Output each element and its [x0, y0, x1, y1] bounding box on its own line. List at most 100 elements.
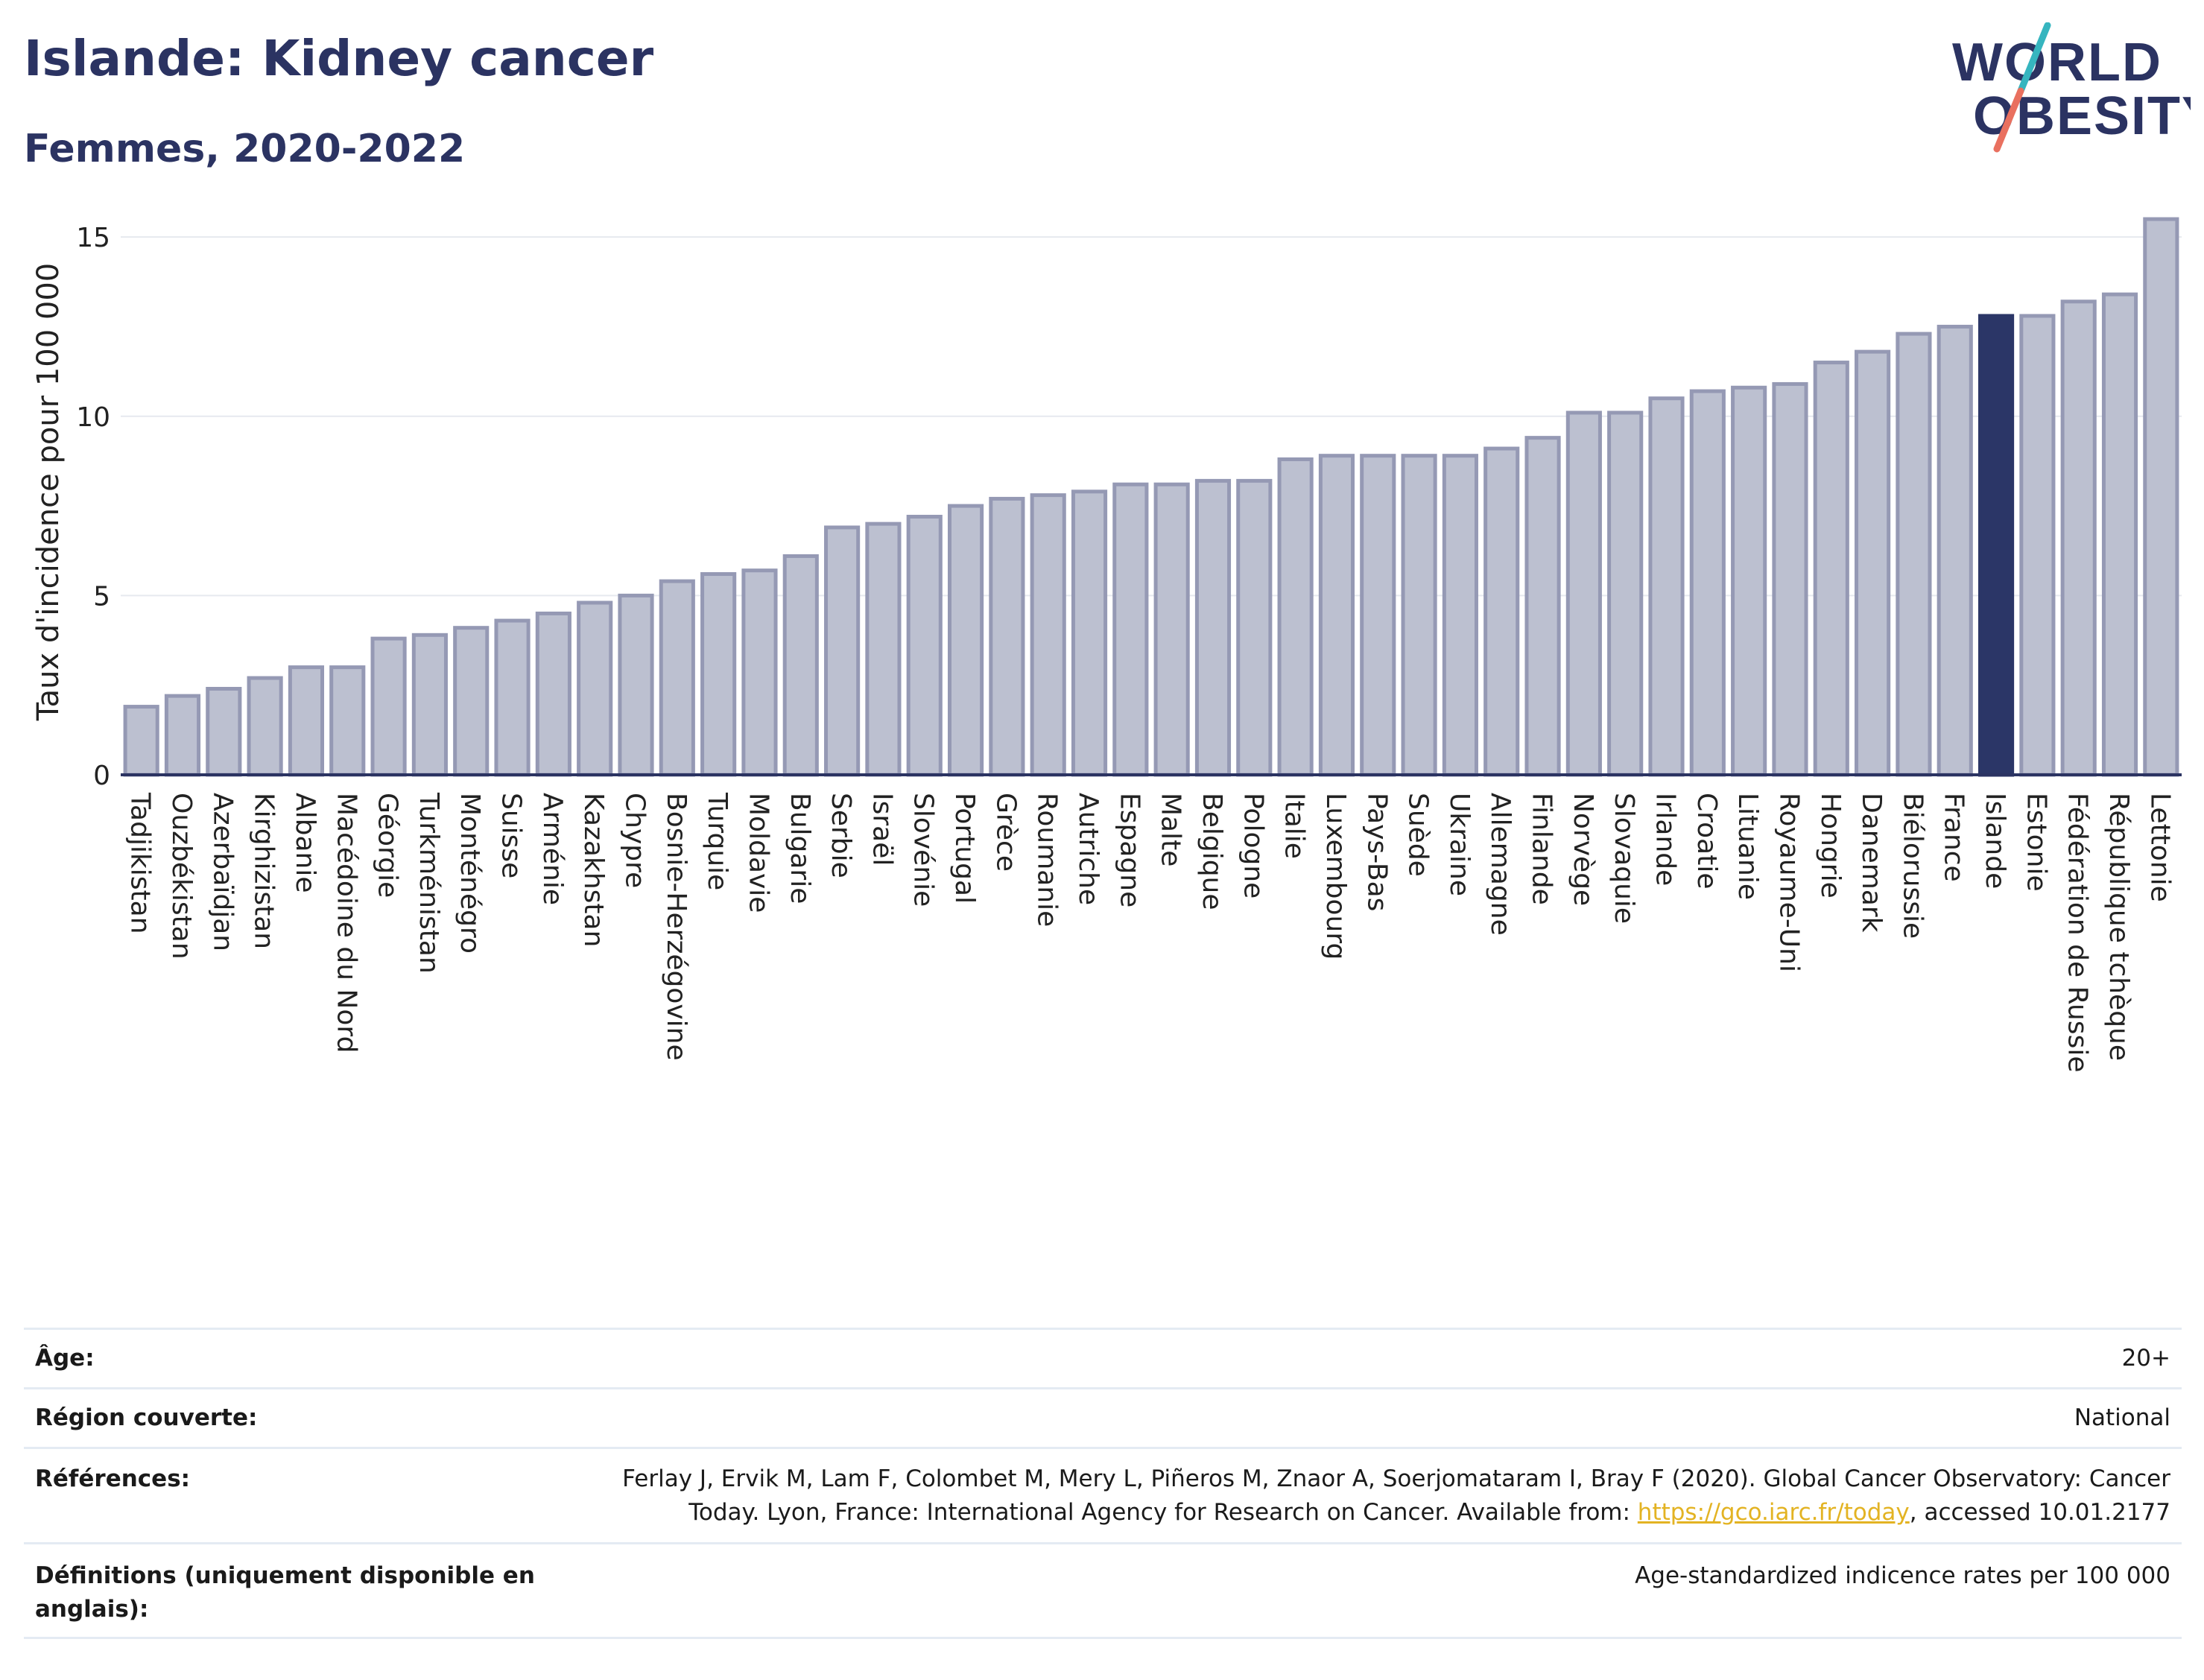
bar [2101, 292, 2138, 777]
bar [1277, 457, 1314, 777]
x-tick-label: Islande [1980, 793, 2010, 889]
x-tick-label: Moldavie [743, 793, 773, 913]
bar [288, 665, 325, 777]
x-tick-label: Ukraine [1444, 793, 1475, 896]
bar [1360, 454, 1396, 777]
x-tick-label: Arménie [537, 793, 568, 905]
bar [577, 600, 613, 777]
bar [1194, 478, 1232, 777]
bar [947, 504, 984, 777]
bar [494, 618, 531, 777]
bar [1937, 324, 1973, 777]
bar [1236, 478, 1273, 777]
x-tick-label: Bosnie-Herzégovine [661, 793, 691, 1061]
bar [1648, 396, 1685, 777]
x-tick-label: Géorgie [373, 793, 403, 898]
bar [741, 568, 778, 777]
bar [370, 636, 407, 777]
x-tick-label: Autriche [1073, 793, 1103, 905]
x-tick-label: Hongrie [1815, 793, 1846, 898]
x-tick-label: Pologne [1238, 793, 1268, 898]
bar [1112, 482, 1149, 777]
bar [123, 705, 159, 777]
bar [535, 611, 571, 777]
info-row-region: Région couverte: National [24, 1387, 2182, 1448]
bar [906, 515, 943, 777]
x-tick-label: Estonie [2021, 793, 2051, 892]
x-tick-label: Azerbaïdjan [207, 793, 238, 951]
x-tick-label: Biélorussie [1897, 793, 1928, 939]
bar [453, 626, 490, 777]
region-label: Région couverte: [35, 1404, 258, 1431]
x-tick-label: Slovaquie [1609, 793, 1639, 924]
bar [1442, 454, 1478, 777]
bar [2143, 217, 2179, 777]
bar [1524, 436, 1561, 777]
info-row-age: Âge: 20+ [24, 1328, 2182, 1388]
x-tick-label: Kirghizistan [249, 793, 279, 949]
x-tick-label: Monténégro [455, 793, 485, 954]
bar [1318, 454, 1355, 777]
bar [411, 633, 448, 777]
logo-slash-teal [2017, 22, 2051, 95]
bar [164, 694, 201, 777]
definitions-label: Définitions (uniquement disponible en an… [35, 1562, 535, 1623]
bar [989, 496, 1025, 777]
y-tick-label: 10 [76, 402, 110, 433]
bar [1030, 493, 1066, 777]
bar [1483, 446, 1520, 777]
bar [865, 522, 902, 777]
world-obesity-logo: WORLD OBESITY [1952, 22, 2191, 153]
references-line-1: Ferlay J, Ervik M, Lam F, Colombet M, Me… [622, 1465, 2170, 1492]
bar [206, 687, 242, 777]
bar [1565, 411, 1602, 777]
bar [1772, 381, 1808, 777]
definitions-value: Age-standardized indicence rates per 100… [1635, 1562, 2170, 1589]
x-tick-label: Malte [1156, 793, 1186, 866]
x-tick-label: Tadjikistan [125, 792, 156, 934]
page-subtitle: Femmes, 2020-2022 [24, 127, 466, 171]
x-tick-label: Israël [867, 793, 897, 866]
x-tick-label: Luxembourg [1320, 793, 1351, 960]
y-tick-label: 5 [93, 581, 110, 612]
x-tick-label: Lettonie [2144, 793, 2175, 902]
info-row-references: Références: Ferlay J, Ervik M, Lam F, Co… [24, 1447, 2182, 1543]
references-line-2-prefix: Today. Lyon, France: International Agenc… [688, 1499, 1638, 1526]
x-tick-label: Roumanie [1032, 793, 1063, 927]
x-tick-label: Royaume-Uni [1773, 793, 1804, 972]
bar [1071, 489, 1108, 777]
references-line-2: Today. Lyon, France: International Agenc… [531, 1496, 2170, 1530]
x-tick-label: Macédoine du Nord [331, 793, 361, 1053]
x-tick-label: Portugal [949, 793, 980, 904]
x-tick-label: Fédération de Russie [2062, 793, 2093, 1072]
x-tick-label: France [1939, 793, 1969, 882]
bars-layer [121, 217, 2182, 777]
x-tick-label: Pays-Bas [1361, 793, 1392, 911]
x-tick-label: Kazakhstan [578, 793, 609, 947]
page-title: Islande: Kidney cancer [24, 30, 654, 87]
references-value: Ferlay J, Ervik M, Lam F, Colombet M, Me… [531, 1462, 2170, 1530]
references-label: Références: [35, 1465, 191, 1492]
bar [782, 554, 819, 777]
y-ticks-layer: 0 5 10 15 [76, 223, 110, 791]
references-line-2-suffix: , accessed 10.01.2177 [1909, 1499, 2170, 1526]
x-ticks-layer: Tadjikistan Ouzbékistan Azerbaïdjan Kirghiz… [125, 792, 2176, 1072]
x-tick-label: Italie [1279, 793, 1310, 859]
x-tick-label: Turquie [702, 792, 732, 890]
x-tick-label: Allemagne [1485, 793, 1516, 936]
x-tick-label: Grèce [990, 793, 1021, 872]
x-tick-label: Slovénie [908, 793, 939, 907]
bar [700, 572, 737, 777]
bar [1813, 361, 1849, 777]
x-tick-label: République tchèque [2103, 793, 2134, 1061]
bar [1607, 411, 1644, 777]
logo-text-world: WORLD [1952, 33, 2162, 92]
x-tick-label: Lituanie [1732, 793, 1763, 900]
gco-link[interactable]: https://gco.iarc.fr/today [1637, 1499, 1910, 1526]
bar [618, 593, 654, 777]
x-tick-label: Suède [1403, 793, 1434, 877]
age-label: Âge: [35, 1345, 95, 1372]
bar [1896, 332, 1932, 777]
info-table: Âge: 20+ Région couverte: National Référ… [24, 1328, 2182, 1641]
x-tick-label: Albanie [290, 793, 320, 893]
